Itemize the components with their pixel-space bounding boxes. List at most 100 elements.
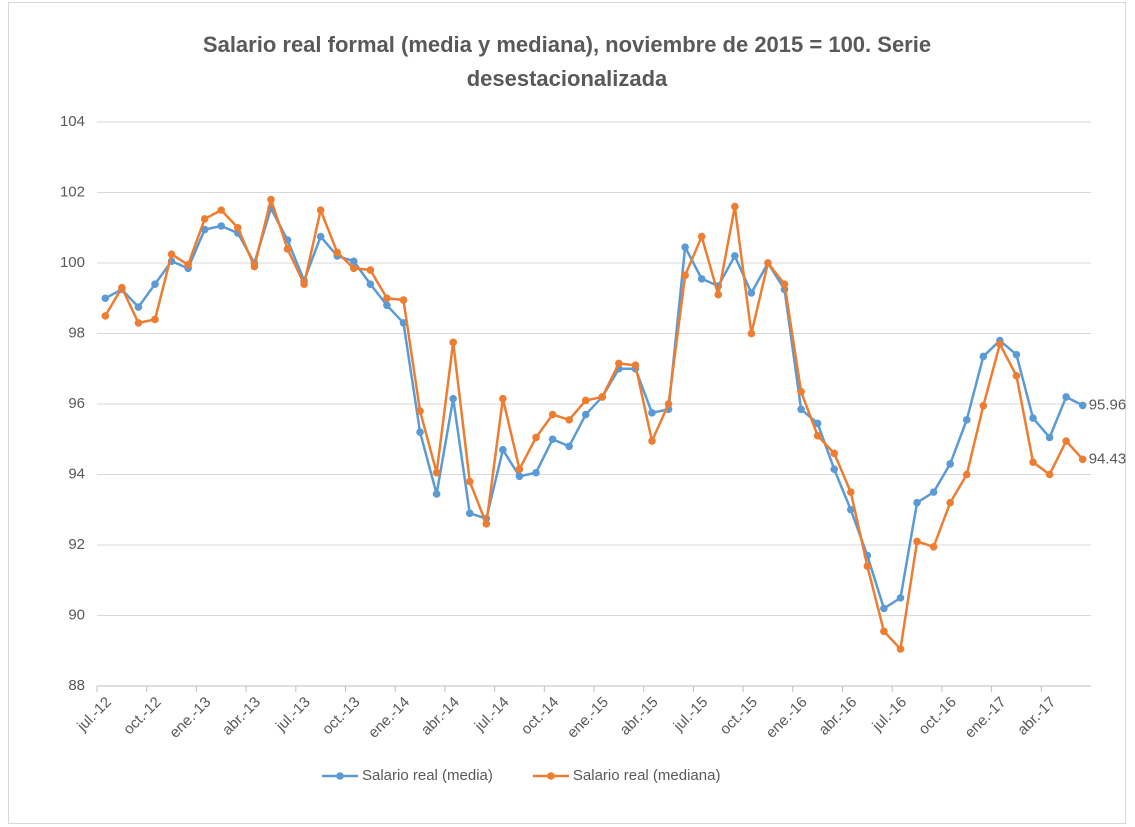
- y-tick-label: 98: [68, 324, 85, 341]
- x-tick-label: ene.-16: [763, 694, 811, 742]
- chart-title: Salario real formal (media y mediana), n…: [202, 32, 932, 91]
- point: [151, 315, 159, 324]
- x-tick-label: abr.-14: [418, 694, 463, 739]
- point: [184, 260, 192, 269]
- point: [946, 498, 954, 507]
- point: [896, 594, 905, 602]
- y-tick-label: 90: [68, 606, 85, 623]
- point: [499, 446, 507, 454]
- point: [167, 250, 176, 258]
- point: [565, 416, 573, 424]
- point: [217, 206, 226, 214]
- point: [151, 280, 159, 288]
- point: [449, 338, 457, 347]
- point: [134, 319, 143, 327]
- point: [300, 280, 308, 288]
- legend-marker: [336, 772, 344, 780]
- point: [1062, 393, 1070, 401]
- data-label: 95.96: [1089, 396, 1127, 413]
- point: [929, 488, 938, 496]
- point: [1062, 437, 1070, 445]
- point: [664, 400, 673, 408]
- y-tick-label: 96: [68, 395, 85, 412]
- point: [581, 410, 590, 419]
- point: [250, 262, 259, 271]
- point: [880, 627, 888, 636]
- point: [383, 301, 391, 310]
- point: [532, 468, 540, 477]
- legend-marker: [547, 772, 555, 780]
- point: [383, 294, 391, 303]
- point: [432, 490, 441, 498]
- point: [813, 431, 822, 440]
- point: [929, 542, 938, 551]
- point: [648, 409, 656, 417]
- point: [482, 520, 491, 528]
- point: [747, 289, 756, 297]
- point: [896, 645, 905, 653]
- point: [962, 470, 971, 479]
- point: [1029, 458, 1037, 466]
- point: [697, 275, 706, 283]
- point: [333, 248, 342, 257]
- point: [267, 195, 275, 204]
- x-tick-label: jul.-15: [670, 694, 712, 736]
- x-tick-label: oct.-12: [120, 694, 164, 738]
- chart-frame: [8, 2, 1126, 824]
- x-tick-label: oct.-16: [915, 694, 959, 738]
- point: [548, 410, 557, 419]
- y-tick-label: 102: [60, 183, 85, 200]
- point: [714, 290, 723, 299]
- point: [648, 437, 656, 445]
- point: [316, 206, 325, 214]
- point: [979, 401, 988, 410]
- point: [813, 419, 822, 428]
- point: [1045, 433, 1054, 442]
- y-tick-label: 88: [68, 677, 85, 694]
- point: [979, 352, 988, 361]
- point: [681, 243, 689, 251]
- point: [598, 393, 607, 401]
- point: [548, 435, 557, 444]
- y-tick-label: 100: [60, 254, 85, 271]
- point: [946, 460, 954, 468]
- x-tick-label: oct.-14: [518, 694, 562, 738]
- x-tick-label: ene.-13: [166, 694, 214, 742]
- point: [416, 428, 424, 437]
- x-tick-label: jul.-12: [73, 694, 115, 736]
- point: [349, 264, 358, 273]
- x-tick-label: abr.-15: [617, 694, 662, 739]
- point: [532, 433, 540, 442]
- point: [101, 294, 110, 303]
- data-label: 94.43: [1089, 450, 1127, 467]
- point: [1029, 414, 1037, 422]
- point: [615, 359, 623, 368]
- x-tick-label: abr.-17: [1014, 694, 1059, 739]
- point: [134, 303, 143, 311]
- point: [830, 465, 839, 474]
- point: [449, 394, 457, 403]
- point: [697, 232, 706, 241]
- point: [349, 257, 358, 266]
- point: [200, 215, 209, 223]
- legend-label: Salario real (media): [362, 767, 493, 784]
- point: [1012, 350, 1021, 359]
- point: [1078, 455, 1087, 464]
- point: [1078, 401, 1087, 410]
- point: [846, 505, 855, 514]
- point: [913, 537, 921, 546]
- point: [797, 387, 805, 396]
- x-tick-label: ene.-14: [365, 694, 413, 742]
- point: [880, 604, 888, 613]
- point: [797, 405, 805, 414]
- x-tick-label: ene.-17: [962, 694, 1010, 742]
- point: [830, 449, 839, 458]
- x-tick-label: ene.-15: [564, 694, 612, 742]
- point: [217, 222, 226, 230]
- point: [234, 223, 242, 232]
- point: [399, 296, 408, 304]
- point: [780, 280, 789, 288]
- y-tick-label: 94: [68, 465, 85, 482]
